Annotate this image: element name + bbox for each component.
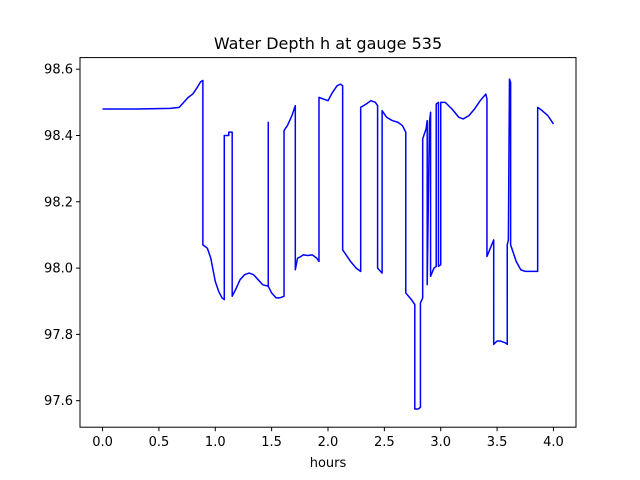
x-tick-label: 3.5 [487,435,508,450]
x-tick-label: 3.0 [430,435,451,450]
plot-frame [79,57,577,428]
x-tick-label: 1.5 [261,435,282,450]
x-tick-label: 1.0 [205,435,226,450]
x-tick-label: 2.5 [374,435,395,450]
y-tick-label: 98.0 [44,262,73,277]
plot-area [102,78,555,410]
y-tick-label: 97.8 [44,328,73,343]
x-tick-label: 2.0 [318,435,339,450]
series-line-0 [102,78,555,410]
y-tick-label: 98.6 [44,63,73,78]
y-tick-label: 98.4 [44,129,73,144]
x-axis-ticks: 0.0 0.5 1.0 1.5 2.0 2.5 3.0 3.5 4.0 [92,427,564,450]
y-axis-ticks: 97.6 97.8 98.0 98.2 98.4 98.6 [44,63,80,409]
x-tick-label: 4.0 [543,435,564,450]
chart-title: Water Depth h at gauge 535 [214,34,442,53]
x-tick-label: 0.5 [149,435,170,450]
x-tick-label: 0.0 [92,435,113,450]
y-tick-label: 97.6 [44,394,73,409]
y-tick-label: 98.2 [44,195,73,210]
x-axis-label: hours [310,456,347,471]
